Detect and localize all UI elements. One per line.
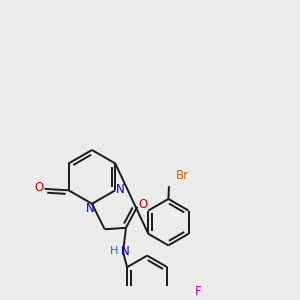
Text: N: N	[116, 183, 125, 196]
Text: N: N	[120, 244, 129, 258]
Text: O: O	[34, 181, 44, 194]
Text: Br: Br	[176, 169, 189, 182]
Text: O: O	[139, 198, 148, 211]
Text: F: F	[195, 285, 201, 298]
Text: N: N	[86, 202, 95, 215]
Text: H: H	[110, 246, 118, 256]
